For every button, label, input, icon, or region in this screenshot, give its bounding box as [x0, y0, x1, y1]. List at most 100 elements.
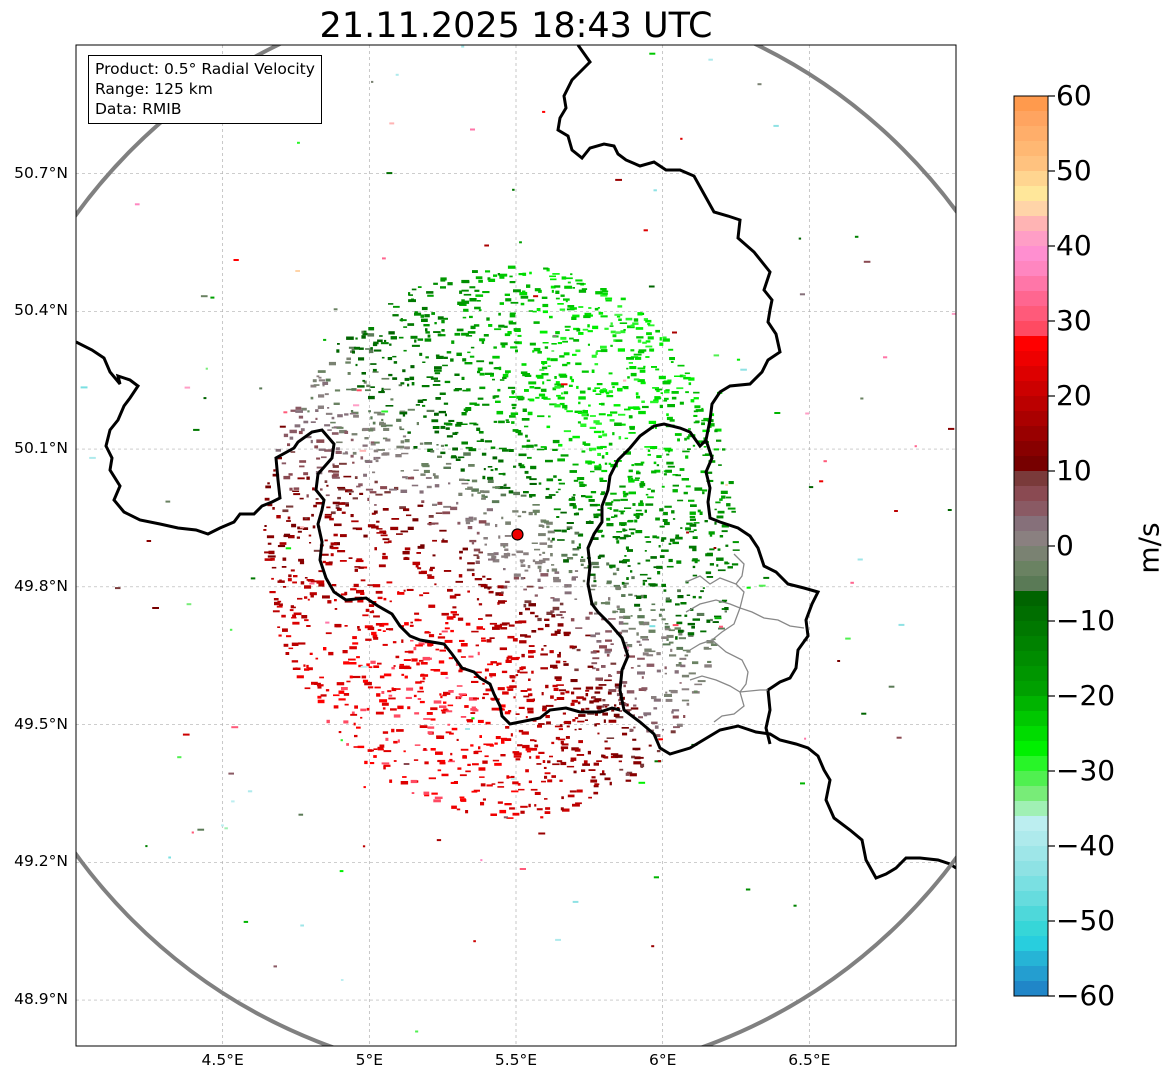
- echo-gate: [363, 473, 367, 477]
- echo-gate: [428, 777, 436, 780]
- echo-gate: [721, 495, 726, 499]
- echo-gate: [362, 845, 366, 848]
- echo-gate: [560, 761, 567, 766]
- echo-gate: [351, 711, 355, 715]
- echo-gate: [642, 638, 649, 641]
- echo-gate: [526, 476, 532, 479]
- echo-gate: [479, 776, 485, 778]
- echo-gate: [536, 763, 542, 765]
- echo-gate: [382, 452, 390, 456]
- echo-gate: [458, 574, 463, 578]
- echo-gate: [591, 776, 596, 779]
- echo-gate: [542, 363, 545, 366]
- echo-gate: [646, 654, 654, 657]
- echo-gate: [487, 466, 493, 468]
- echo-gate: [565, 329, 570, 331]
- echo-gate: [581, 556, 584, 558]
- echo-gate: [590, 779, 598, 783]
- echo-gate: [477, 719, 484, 723]
- echo-gate: [399, 426, 402, 430]
- echo-gate: [337, 414, 343, 418]
- echo-gate: [303, 420, 309, 424]
- echo-gate: [325, 632, 332, 635]
- echo-gate: [696, 440, 704, 443]
- echo-gate: [649, 446, 658, 449]
- echo-gate: [670, 648, 673, 652]
- echo-gate: [366, 384, 371, 388]
- echo-gate: [577, 720, 585, 723]
- echo-gate: [542, 310, 548, 314]
- echo-gate: [556, 394, 561, 397]
- echo-gate: [508, 320, 514, 324]
- echo-gate: [518, 273, 523, 276]
- echo-gate: [544, 520, 549, 524]
- echo-gate: [625, 546, 629, 550]
- echo-gate: [415, 564, 419, 568]
- echo-gate: [595, 291, 603, 295]
- echo-gate: [594, 712, 598, 716]
- echo-gate: [721, 608, 725, 610]
- echo-gate: [545, 496, 553, 499]
- echo-gate: [437, 333, 442, 337]
- echo-gate: [385, 424, 393, 427]
- echo-gate: [362, 444, 368, 447]
- echo-gate: [476, 440, 485, 442]
- echo-gate: [675, 664, 682, 667]
- echo-gate: [576, 477, 580, 481]
- echo-gate: [442, 538, 445, 542]
- echo-gate: [665, 698, 673, 702]
- echo-gate: [683, 376, 691, 380]
- echo-gate: [506, 817, 514, 819]
- echo-gate: [572, 803, 580, 807]
- echo-gate: [659, 555, 665, 558]
- echo-gate: [569, 470, 577, 473]
- echo-gate: [299, 460, 307, 463]
- colorbar-band: [1014, 276, 1048, 292]
- echo-gate: [503, 553, 511, 557]
- echo-gate: [339, 429, 347, 434]
- echo-gate: [652, 535, 657, 539]
- echo-gate: [619, 536, 627, 540]
- echo-gate: [566, 765, 575, 768]
- colorbar-band: [1014, 471, 1048, 487]
- echo-gate: [304, 596, 308, 599]
- echo-gate: [440, 277, 447, 281]
- echo-gate: [400, 382, 405, 385]
- echo-gate: [587, 387, 591, 391]
- echo-gate: [434, 412, 439, 416]
- echo-gate: [633, 704, 637, 707]
- echo-gate: [435, 354, 440, 357]
- echo-gate: [482, 693, 489, 696]
- echo-gate: [475, 560, 480, 564]
- echo-gate: [331, 584, 337, 587]
- echo-gate: [518, 788, 525, 791]
- echo-gate: [664, 397, 669, 400]
- echo-gate: [610, 411, 618, 414]
- echo-gate: [534, 791, 541, 795]
- echo-gate: [644, 550, 647, 552]
- echo-gate: [475, 671, 482, 674]
- echo-gate: [493, 367, 499, 370]
- echo-gate: [1001, 399, 1005, 401]
- echo-gate: [335, 447, 340, 451]
- echo-gate: [250, 577, 256, 580]
- echo-gate: [689, 515, 696, 518]
- echo-gate: [293, 575, 298, 578]
- echo-gate: [626, 367, 629, 370]
- echo-gate: [589, 700, 594, 704]
- echo-gate: [548, 494, 556, 496]
- echo-gate: [373, 449, 379, 453]
- echo-gate: [599, 390, 603, 393]
- echo-gate: [503, 545, 506, 548]
- echo-gate: [594, 601, 598, 605]
- echo-gate: [664, 521, 670, 526]
- echo-gate: [632, 738, 637, 741]
- echo-gate: [651, 945, 655, 948]
- echo-gate: [437, 760, 441, 762]
- echo-gate: [478, 746, 481, 750]
- echo-gate: [636, 632, 639, 636]
- echo-gate: [296, 536, 300, 539]
- echo-gate: [352, 451, 357, 455]
- echo-gate: [525, 716, 528, 719]
- echo-gate: [430, 748, 436, 751]
